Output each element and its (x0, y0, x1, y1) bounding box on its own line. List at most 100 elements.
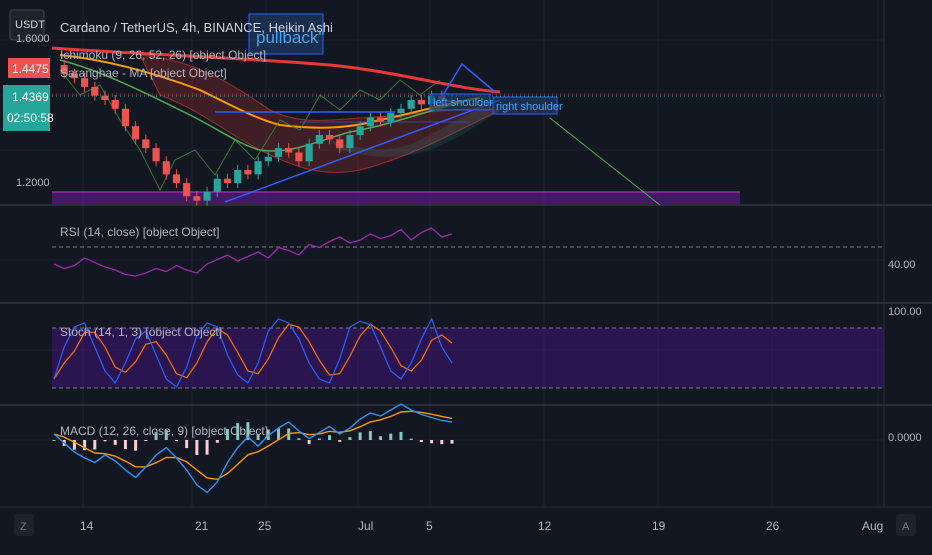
candle-body[interactable] (356, 126, 364, 135)
candle-body[interactable] (81, 78, 89, 87)
candle-body[interactable] (417, 100, 425, 105)
candle-body[interactable] (315, 135, 323, 144)
left-shoulder-box[interactable] (429, 93, 491, 111)
candle-body[interactable] (223, 178, 232, 184)
candle-body[interactable] (213, 178, 221, 192)
rsi-pane[interactable]: RSI (14, close) [object Object] 40.00 (52, 225, 916, 277)
candle-body[interactable] (274, 148, 283, 157)
candle-body[interactable] (121, 108, 130, 127)
time-label-5: 5 (426, 519, 433, 533)
candle-body[interactable] (132, 126, 140, 140)
candle-body[interactable] (60, 65, 68, 74)
pullback-box[interactable] (248, 13, 324, 55)
macd-histogram-bar (409, 438, 413, 440)
macd-histogram-bar (338, 440, 342, 442)
candle-body[interactable] (193, 196, 201, 201)
candle-body[interactable] (203, 191, 211, 201)
price-pane[interactable]: pullback" left shoulder right shoulder C… (3, 9, 884, 206)
currency-button[interactable] (9, 9, 45, 41)
stoch-title[interactable]: Stoch (14, 1, 3) [object Object] (60, 325, 222, 339)
ma-slow-line (51, 46, 501, 94)
zoom-left-label[interactable]: Z (20, 521, 27, 533)
candle-body[interactable] (91, 86, 99, 96)
macd-histogram-bar (317, 438, 321, 440)
support-zone[interactable] (52, 192, 740, 204)
macd-histogram-bar (450, 440, 454, 444)
macd-histogram-bar (440, 440, 444, 445)
macd-histogram-bar (215, 440, 219, 443)
candle-body[interactable] (325, 135, 334, 140)
candle-body[interactable] (142, 139, 150, 149)
macd-histogram-bar (52, 440, 56, 441)
time-label-aug: Aug (862, 519, 883, 533)
candle-body[interactable] (234, 170, 242, 184)
macd-signal-line (53, 410, 453, 481)
candle-body[interactable] (254, 161, 262, 175)
projection-line[interactable] (549, 117, 661, 206)
right-shoulder-label[interactable]: right shoulder (496, 101, 563, 113)
candle-body[interactable] (183, 183, 191, 197)
candle-body[interactable] (397, 108, 405, 114)
stoch-pane[interactable]: Stoch (14, 1, 3) [object Object] 100.00 (52, 306, 922, 389)
macd-histogram-bar (144, 440, 148, 441)
left-shoulder-label[interactable]: left shoulder (433, 97, 493, 109)
candle-body[interactable] (101, 95, 109, 100)
macd-histogram-bar (93, 440, 97, 450)
head-shape[interactable] (439, 62, 496, 101)
candle-body[interactable] (111, 100, 119, 109)
stoch-axis-label: 100.00 (888, 306, 922, 318)
pullback-label[interactable]: pullback" (256, 28, 324, 47)
indicator-ma-title[interactable]: Saranghae - MA [object Object] (60, 66, 227, 80)
macd-histogram-bar (389, 433, 393, 440)
candle-body[interactable] (162, 161, 170, 175)
time-axis[interactable]: Z A 14 21 25 Jul 5 12 19 26 Aug (14, 514, 916, 536)
candle-body[interactable] (70, 73, 78, 79)
candle-body[interactable] (295, 152, 303, 162)
time-label-21: 21 (195, 519, 209, 533)
candle-body[interactable] (376, 117, 385, 122)
macd-histogram-bar (430, 440, 434, 444)
macd-histogram-bar (154, 432, 158, 440)
macd-histogram-bar (103, 440, 107, 442)
macd-axis-label: 0.0000 (888, 432, 922, 444)
currency-label[interactable]: USDT (15, 19, 45, 31)
stoch-band (52, 328, 884, 388)
candle-body[interactable] (285, 148, 293, 153)
ascending-trendline[interactable] (224, 99, 501, 203)
candle-body[interactable] (387, 113, 395, 122)
candle-body[interactable] (407, 100, 415, 109)
zoom-left-button[interactable] (14, 514, 34, 536)
macd-histogram-bar (379, 436, 383, 440)
auto-scale-button[interactable] (896, 514, 916, 536)
time-label-14: 14 (80, 519, 94, 533)
candle-body[interactable] (305, 143, 313, 162)
time-label-jul: Jul (358, 519, 373, 533)
macd-histogram-bar (113, 440, 117, 445)
candle-body[interactable] (244, 170, 252, 175)
macd-title[interactable]: MACD (12, 26, close, 9) [object Object] (60, 424, 268, 438)
indicator-ichimoku-title[interactable]: Ichimoku (9, 26, 52, 26) [object Object] (60, 48, 266, 62)
candle-body[interactable] (172, 174, 181, 184)
candle-body[interactable] (264, 156, 272, 162)
macd-histogram-bar (399, 431, 403, 440)
rsi-line (53, 227, 453, 277)
macd-histogram-bar (174, 440, 178, 441)
ichimoku-cloud-green (330, 108, 500, 157)
macd-pane[interactable]: MACD (12, 26, close, 9) [object Object] … (52, 403, 922, 494)
right-shoulder-box[interactable] (492, 96, 558, 115)
symbol-title: Cardano / TetherUS, 4h, BINANCE, Heikin … (60, 20, 333, 35)
candle-body[interactable] (152, 148, 160, 162)
time-label-25: 25 (258, 519, 272, 533)
macd-histogram-bar (307, 440, 311, 444)
candle-body[interactable] (346, 135, 354, 149)
rsi-title[interactable]: RSI (14, close) [object Object] (60, 225, 219, 239)
macd-histogram-bar (205, 440, 209, 455)
auto-scale-label[interactable]: A (902, 521, 910, 533)
candle-body[interactable] (336, 139, 344, 149)
macd-histogram-bar (419, 440, 423, 443)
macd-histogram-bar (297, 438, 301, 440)
countdown-value: 02:50:58 (7, 111, 54, 125)
macd-histogram-bar (225, 429, 229, 440)
